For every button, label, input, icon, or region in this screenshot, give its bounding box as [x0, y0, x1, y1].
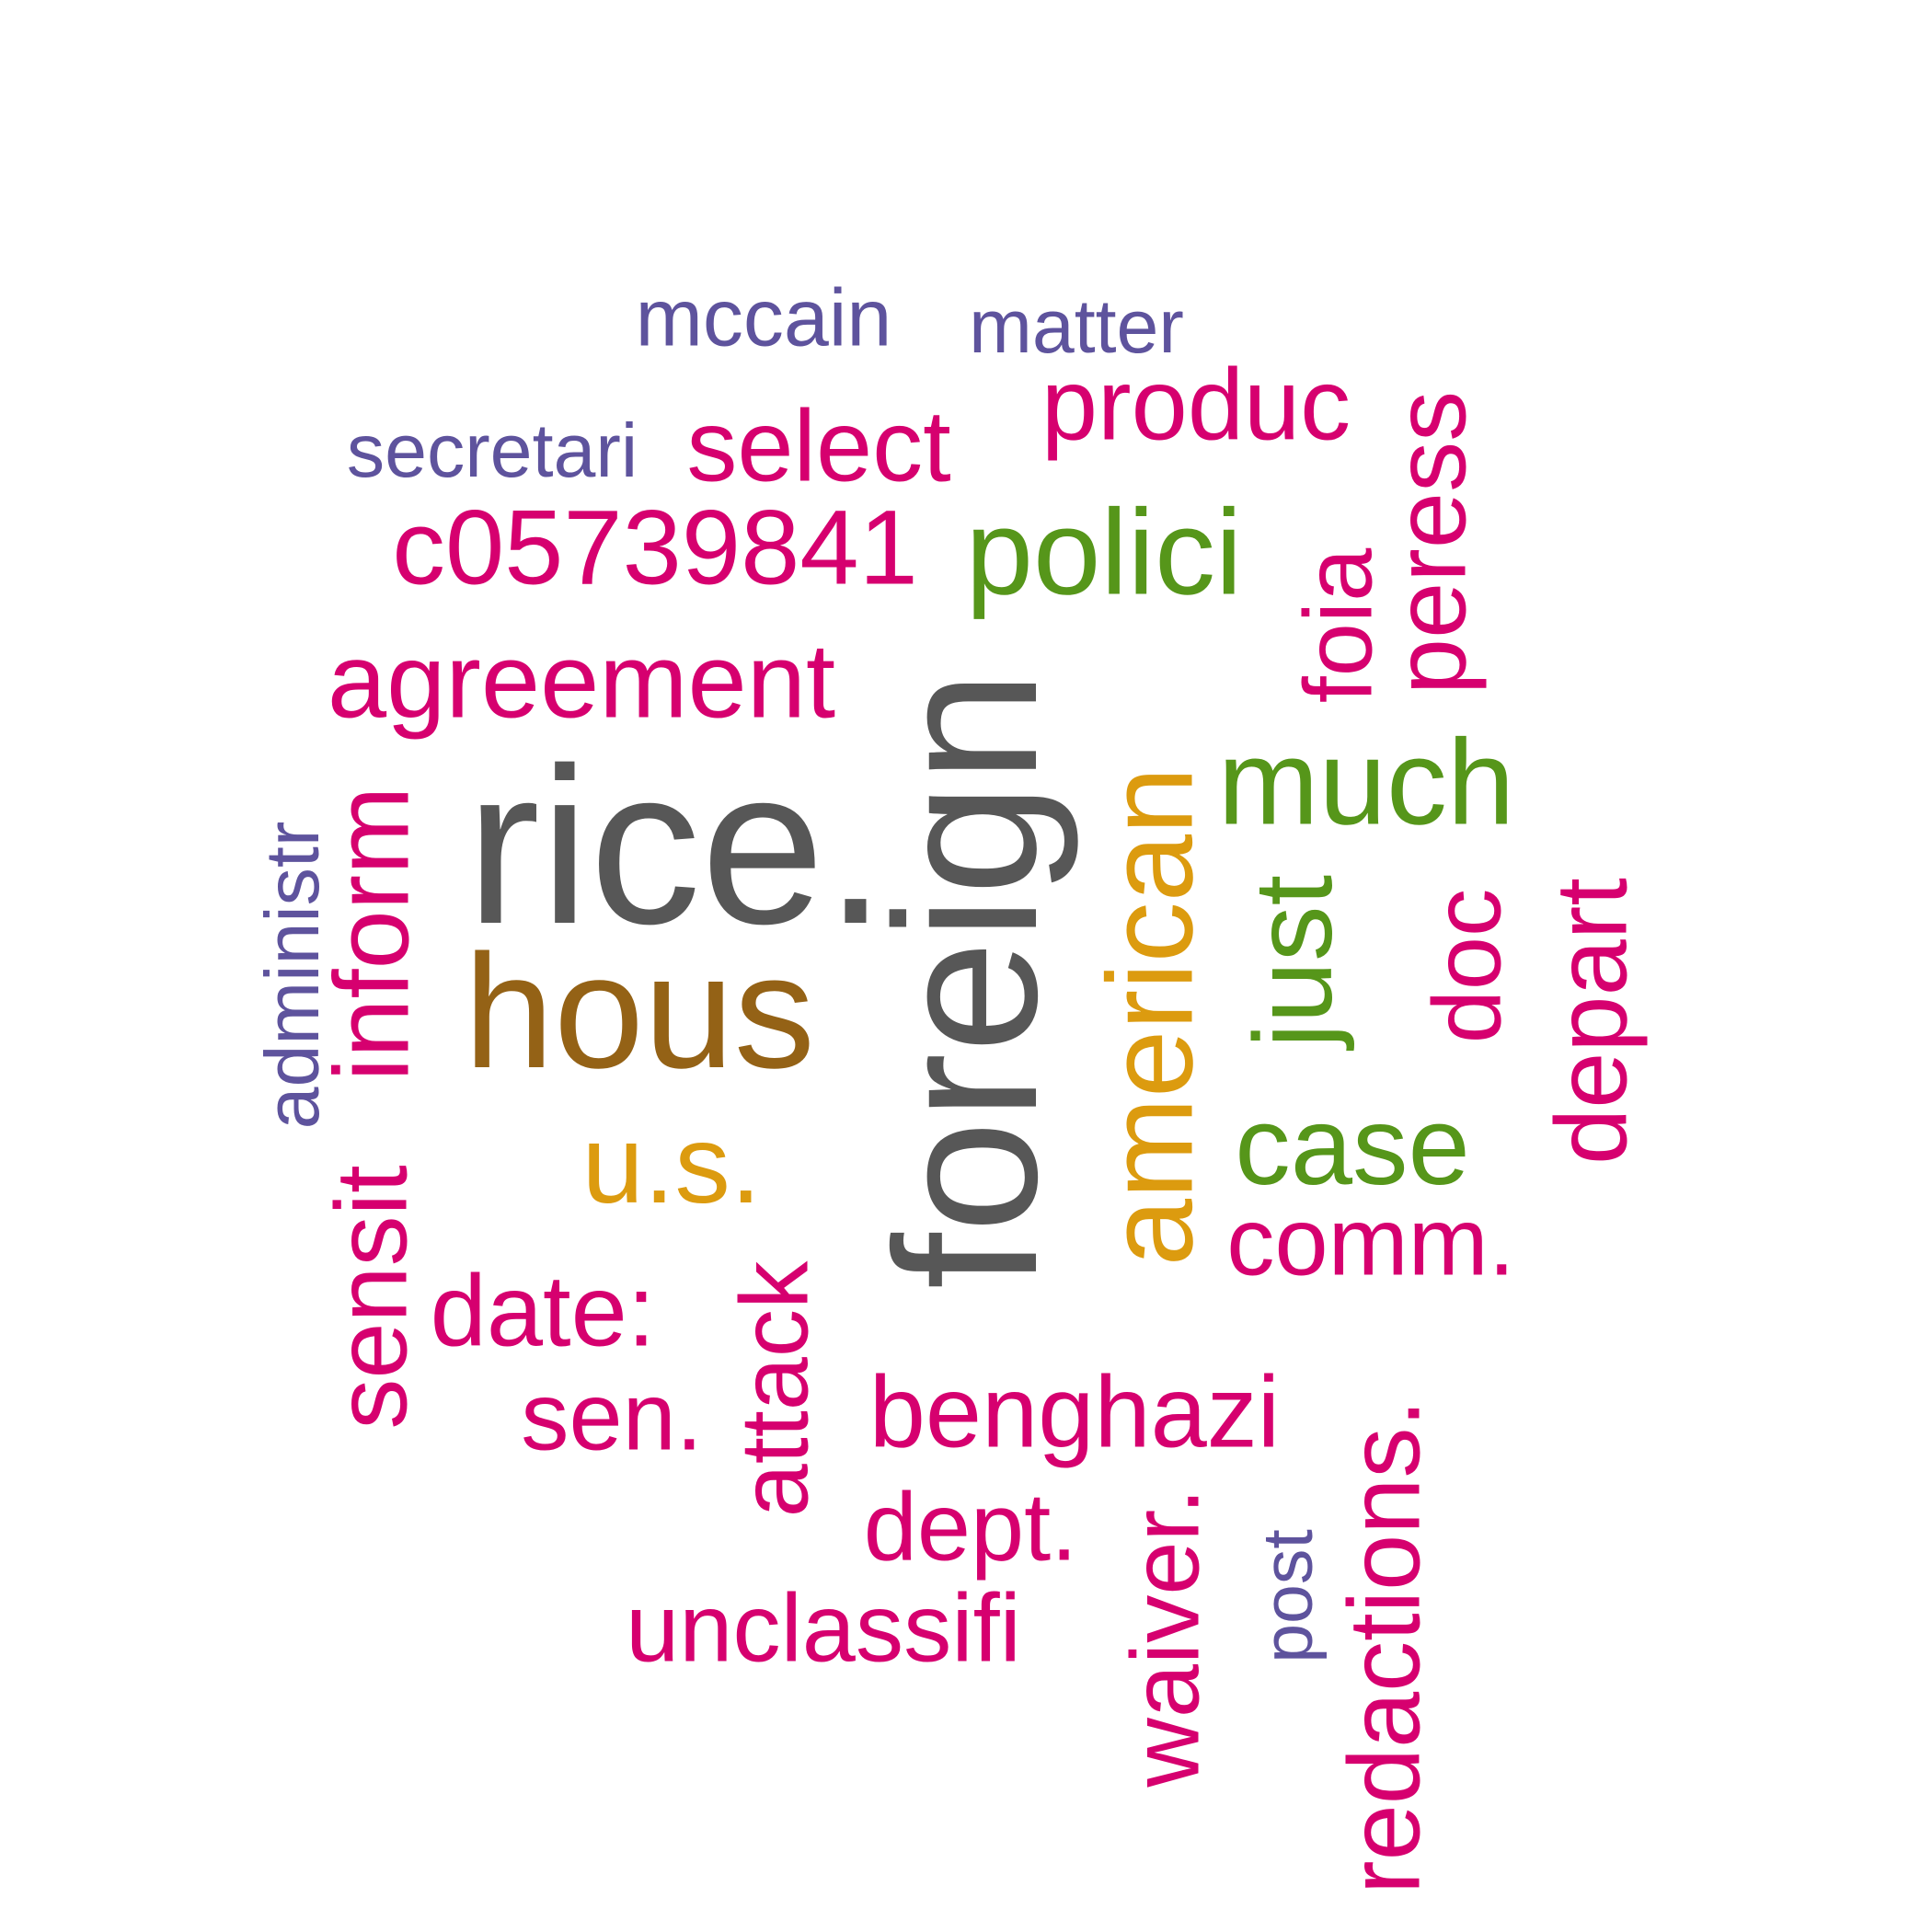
- word-hous: hous: [464, 922, 815, 1102]
- word-select: select: [686, 390, 950, 503]
- word-dept: dept.: [864, 1474, 1077, 1581]
- word-doc: doc: [1414, 889, 1522, 1044]
- word-foreign: foreign: [853, 671, 1079, 1290]
- word-comm: comm.: [1226, 1189, 1515, 1296]
- word-unclassifi: unclassifi: [626, 1575, 1021, 1683]
- word-c05739841: c05739841: [392, 489, 918, 607]
- word-agreement: agreement: [328, 622, 835, 741]
- word-attack: attack: [721, 1260, 829, 1518]
- word-produc: produc: [1041, 349, 1351, 462]
- word-us: u.s.: [581, 1101, 761, 1226]
- word-sen: sen.: [521, 1363, 703, 1471]
- word-sensit: sensit: [316, 1165, 429, 1429]
- word-secretari: secretari: [347, 408, 638, 493]
- word-redactions: redactions.: [1328, 1399, 1442, 1894]
- word-waiver: waiver.: [1112, 1488, 1220, 1788]
- word-date: date:: [431, 1255, 656, 1368]
- word-american: american: [1083, 767, 1218, 1267]
- word-peress: peress: [1374, 391, 1488, 695]
- word-just: just: [1230, 875, 1355, 1051]
- word-rice: rice.: [466, 722, 886, 971]
- word-case: case: [1235, 1083, 1470, 1208]
- word-mccain: mccain: [636, 272, 892, 363]
- word-polici: polici: [966, 485, 1243, 620]
- word-benghazi: benghazi: [869, 1356, 1281, 1469]
- word-much: much: [1218, 715, 1515, 850]
- word-post: post: [1248, 1529, 1328, 1663]
- word-depart: depart: [1535, 878, 1649, 1165]
- word-administr: administr: [250, 822, 335, 1130]
- word-inform: inform: [313, 787, 431, 1082]
- word-matter: matter: [969, 284, 1184, 369]
- word-foia: foia: [1285, 547, 1393, 703]
